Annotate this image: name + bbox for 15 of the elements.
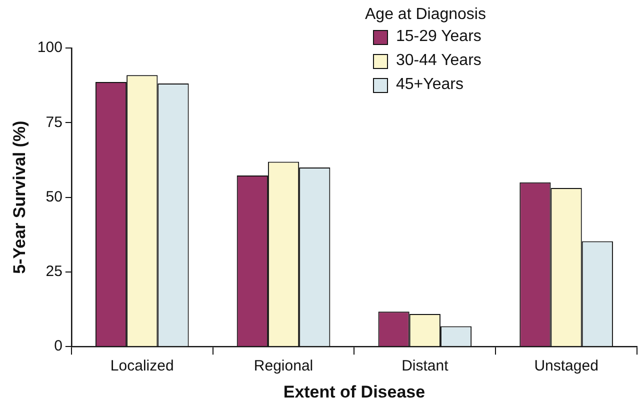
legend-label: 30-44 Years: [396, 52, 482, 70]
x-tick-label: Unstaged: [534, 358, 598, 375]
y-axis-title: 5-Year Survival (%): [10, 120, 29, 274]
y-tick-label: 50: [46, 188, 62, 206]
legend-title: Age at Diagnosis: [365, 6, 486, 24]
y-tick-label: 100: [37, 39, 62, 56]
x-axis-title: Extent of Disease: [283, 382, 426, 402]
legend-label: 45+Years: [396, 76, 464, 94]
legend-label: 15-29 Years: [396, 28, 482, 46]
y-tick-label: 75: [46, 114, 62, 131]
x-tick-label: Regional: [254, 358, 314, 375]
x-tick-label: Localized: [110, 358, 174, 375]
x-tick-label: Distant: [402, 358, 450, 375]
y-tick-label: 25: [46, 263, 62, 280]
y-tick-label: 0: [54, 338, 62, 355]
